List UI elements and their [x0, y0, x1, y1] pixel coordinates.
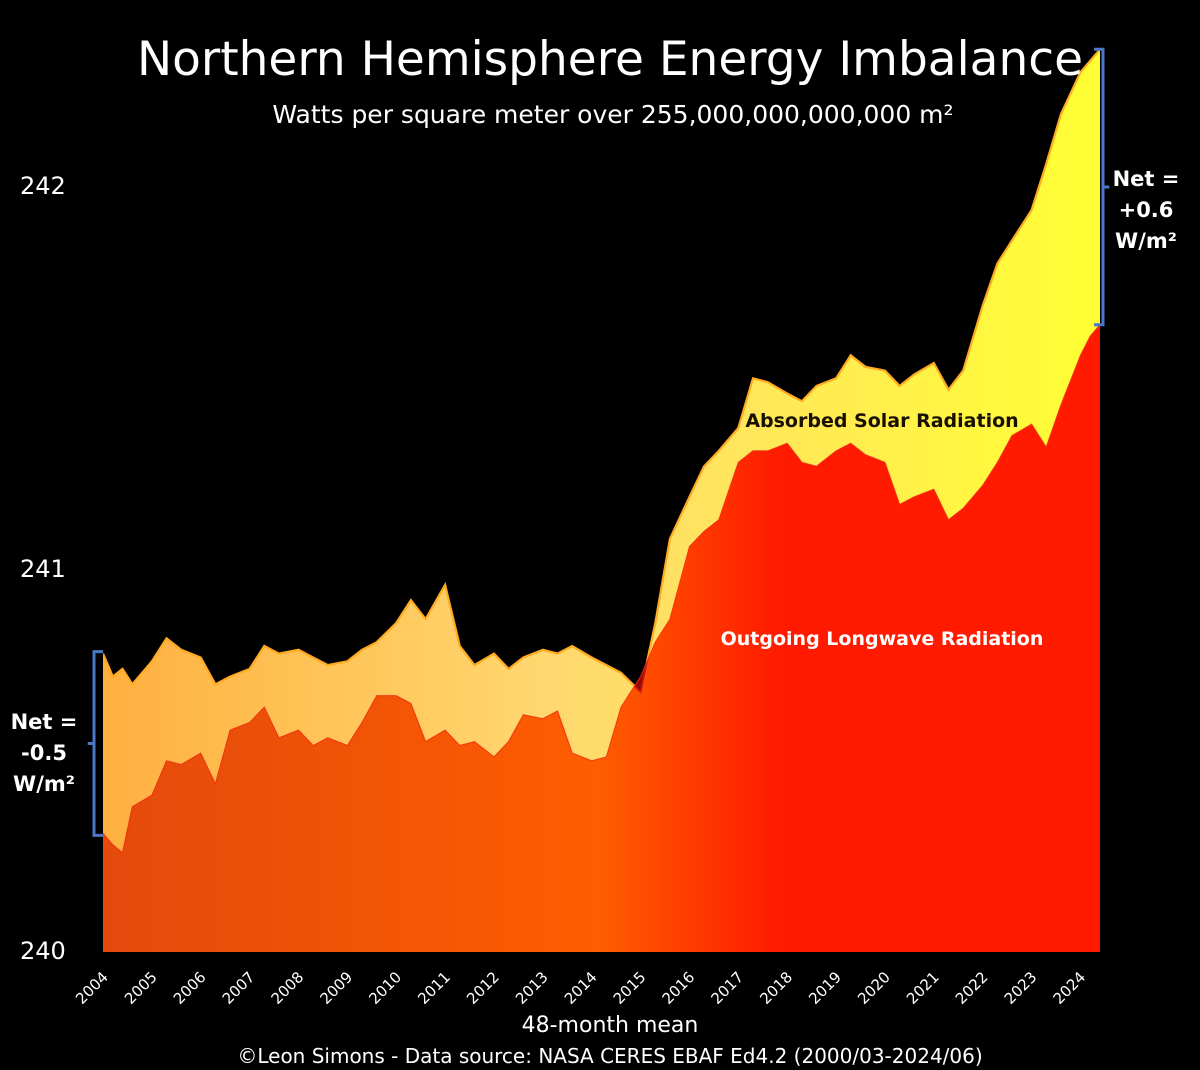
x-axis-label: 48-month mean [521, 1013, 699, 1038]
y-tick-label: 240 [20, 937, 66, 965]
net-start-bracket [87, 650, 103, 837]
annotation-absorbed-solar-radiation: Absorbed Solar Radiation [745, 410, 1018, 432]
absorbed-excess-area [103, 49, 1100, 853]
outgoing-longwave-line [102, 324, 1101, 854]
x-tick-label: 2015 [610, 968, 650, 1008]
x-tick-label: 2014 [561, 968, 601, 1008]
net-end-line: Net = [1112, 167, 1180, 191]
chart-subtitle: Watts per square meter over 255,000,000,… [272, 100, 954, 129]
net-end-annotation: Net = +0.6 W/m² [1106, 164, 1186, 257]
absorbed-solar-line [103, 48, 1100, 695]
x-tick-label: 2019 [805, 968, 845, 1008]
net-end-value: +0.6 [1118, 198, 1174, 222]
x-tick-label: 2011 [414, 968, 454, 1008]
net-start-value: -0.5 [21, 741, 67, 765]
net-start-annotation: Net = -0.5 W/m² [4, 707, 84, 800]
y-tick-label: 241 [20, 555, 66, 583]
x-tick-label: 2013 [512, 968, 552, 1008]
net-end-unit: W/m² [1115, 229, 1177, 253]
chart-title: Northern Hemisphere Energy Imbalance [136, 32, 1084, 87]
x-tick-label: 2018 [756, 968, 796, 1008]
x-tick-label: 2004 [72, 968, 112, 1008]
x-tick-label: 2016 [659, 968, 699, 1008]
x-tick-label: 2007 [219, 968, 259, 1008]
net-start-line: Net = [10, 710, 78, 734]
x-tick-label: 2006 [170, 968, 210, 1008]
net-end-bracket [1094, 47, 1110, 327]
x-tick-label: 2010 [365, 968, 405, 1008]
x-tick-label: 2009 [316, 968, 356, 1008]
x-tick-label: 2022 [952, 968, 992, 1008]
outgoing-longwave-area [103, 324, 1100, 952]
x-tick-label: 2021 [903, 968, 943, 1008]
x-tick-label: 2012 [463, 968, 503, 1008]
x-tick-label: 2023 [1001, 968, 1041, 1008]
x-tick-label: 2024 [1050, 968, 1090, 1008]
x-tick-label: 2017 [707, 968, 747, 1008]
credit-line: ©Leon Simons - Data source: NASA CERES E… [237, 1044, 983, 1068]
net-start-unit: W/m² [13, 772, 75, 796]
x-tick-label: 2005 [121, 968, 161, 1008]
x-tick-label: 2008 [268, 968, 308, 1008]
annotation-outgoing-longwave-radiation: Outgoing Longwave Radiation [721, 628, 1044, 650]
x-tick-label: 2020 [854, 968, 894, 1008]
y-tick-label: 242 [20, 172, 66, 200]
